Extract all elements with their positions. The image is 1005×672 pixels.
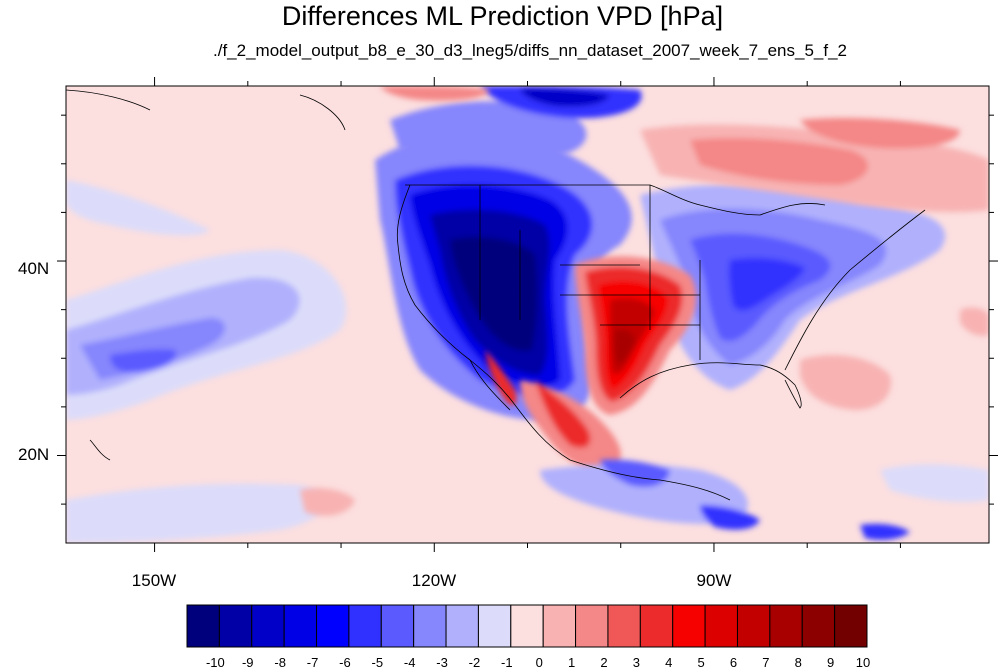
eastern-us-negative: [640, 184, 946, 390]
colorbar-label: 4: [665, 655, 673, 670]
colorbar-label: 0: [535, 655, 543, 670]
central-america-negative: [540, 459, 989, 540]
colorbar-label: -1: [501, 655, 513, 670]
colorbar-label: 2: [600, 655, 608, 670]
colorbar: [186, 604, 868, 648]
colorbar-label: -8: [274, 655, 286, 670]
gulf-atlantic-positive: [300, 307, 989, 516]
colorbar-label: -9: [241, 655, 254, 670]
colorbar-swatch: [218, 604, 253, 648]
x-tick-label-90w: 90W: [696, 571, 732, 590]
colorbar-swatch: [704, 604, 738, 648]
colorbar-label: 10: [855, 655, 871, 670]
colorbar-label: 8: [794, 655, 802, 670]
x-tick-label-120w: 120W: [411, 571, 457, 590]
y-tick-label-20n: 20N: [18, 445, 50, 464]
colorbar-label: -6: [339, 655, 351, 670]
colorbar-label: 6: [729, 655, 738, 670]
colorbar-swatch: [413, 604, 447, 648]
colorbar-swatch: [575, 604, 609, 648]
colorbar-label: 1: [567, 655, 576, 670]
southern-plains-positive: [575, 256, 697, 415]
colorbar-swatch: [186, 604, 220, 648]
colorbar-swatch: [510, 604, 544, 648]
colorbar-swatch: [672, 604, 706, 648]
colorbar-swatch: [801, 604, 836, 648]
colorbar-label: -2: [468, 655, 481, 670]
colorbar-label: -7: [306, 655, 319, 670]
colorbar-label: 9: [826, 655, 835, 670]
chart-subtitle: ./f_2_model_output_b8_e_30_d3_lneg5/diff…: [213, 41, 847, 60]
colorbar-label: -5: [371, 655, 384, 670]
colorbar-swatch: [834, 604, 868, 648]
pacific-negative-band: [66, 180, 347, 543]
x-tick-label-150w: 150W: [131, 571, 177, 590]
colorbar-swatch: [736, 604, 771, 648]
colorbar-label: 5: [697, 655, 705, 670]
axis-ticks: [57, 77, 998, 552]
colorbar-swatch: [348, 604, 382, 648]
colorbar-swatch: [607, 604, 641, 648]
colorbar-swatch: [316, 604, 350, 648]
colorbar-swatch: [477, 604, 512, 648]
colorbar-label: -4: [403, 655, 416, 670]
colorbar-label: 3: [632, 655, 640, 670]
y-tick-label-40n: 40N: [18, 259, 50, 278]
chart-title: Differences ML Prediction VPD [hPa]: [281, 1, 724, 31]
colorbar-label: -10: [205, 655, 225, 670]
vpd-difference-field: [66, 86, 989, 543]
coastlines: [66, 89, 926, 501]
colorbar-swatch: [542, 604, 577, 648]
colorbar-swatch: [380, 604, 415, 648]
mexico-positive: [485, 350, 621, 471]
colorbar-swatch: [445, 604, 479, 648]
colorbar-label: 7: [762, 655, 770, 670]
colorbar-swatch: [283, 604, 318, 648]
colorbar-swatch: [639, 604, 674, 648]
colorbar-label: -3: [436, 655, 448, 670]
colorbar-swatch: [251, 604, 285, 648]
western-us-negative: [375, 131, 632, 421]
colorbar-swatch: [769, 604, 803, 648]
canada-negative: [390, 86, 642, 157]
northern-canada-positive: [380, 86, 989, 213]
